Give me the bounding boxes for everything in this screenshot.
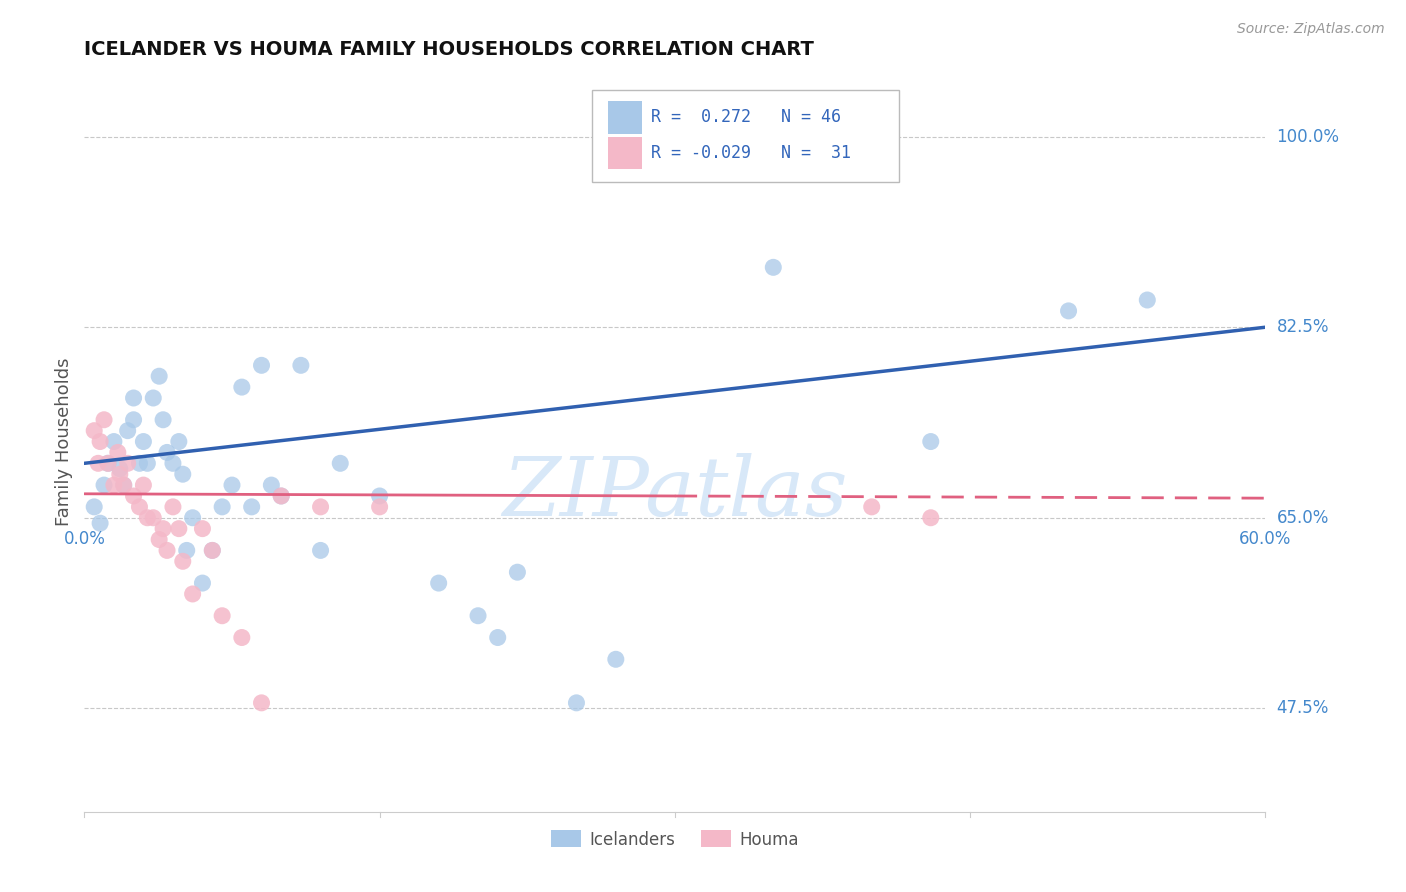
Point	[191, 576, 214, 591]
Point	[673, 152, 696, 166]
Point	[87, 456, 110, 470]
Point	[920, 434, 942, 449]
Point	[162, 456, 184, 470]
Point	[309, 543, 332, 558]
Point	[97, 456, 120, 470]
Point	[117, 456, 139, 470]
Point	[97, 456, 120, 470]
Point	[250, 696, 273, 710]
Text: R =  0.272   N = 46: R = 0.272 N = 46	[651, 108, 841, 127]
Point	[211, 500, 233, 514]
FancyBboxPatch shape	[607, 101, 641, 134]
Point	[156, 543, 179, 558]
Point	[762, 260, 785, 275]
Point	[122, 391, 145, 405]
Point	[152, 522, 174, 536]
Point	[162, 500, 184, 514]
Text: 82.5%: 82.5%	[1277, 318, 1329, 336]
Text: R = -0.029   N =  31: R = -0.029 N = 31	[651, 144, 851, 161]
Point	[172, 554, 194, 568]
Point	[136, 456, 159, 470]
Text: ZIPatlas: ZIPatlas	[502, 453, 848, 533]
Point	[152, 413, 174, 427]
Text: 65.0%: 65.0%	[1277, 508, 1329, 527]
Point	[201, 543, 224, 558]
Point	[250, 359, 273, 373]
Point	[920, 510, 942, 524]
Text: ICELANDER VS HOUMA FAMILY HOUSEHOLDS CORRELATION CHART: ICELANDER VS HOUMA FAMILY HOUSEHOLDS COR…	[84, 39, 814, 59]
Point	[89, 434, 111, 449]
Point	[605, 652, 627, 666]
Point	[860, 500, 883, 514]
Point	[565, 696, 588, 710]
Point	[93, 413, 115, 427]
Point	[142, 510, 165, 524]
Point	[231, 631, 253, 645]
Point	[467, 608, 489, 623]
Point	[201, 543, 224, 558]
Point	[211, 608, 233, 623]
Text: Source: ZipAtlas.com: Source: ZipAtlas.com	[1237, 22, 1385, 37]
Text: 47.5%: 47.5%	[1277, 699, 1329, 717]
Point	[260, 478, 283, 492]
Point	[181, 510, 204, 524]
Point	[167, 522, 190, 536]
Point	[122, 489, 145, 503]
Point	[240, 500, 263, 514]
Point	[167, 434, 190, 449]
Point	[191, 522, 214, 536]
Point	[83, 424, 105, 438]
Point	[309, 500, 332, 514]
Point	[231, 380, 253, 394]
Point	[117, 424, 139, 438]
Point	[329, 456, 352, 470]
Y-axis label: Family Households: Family Households	[55, 358, 73, 525]
Point	[181, 587, 204, 601]
FancyBboxPatch shape	[607, 136, 641, 169]
Point	[1136, 293, 1159, 307]
Point	[148, 533, 170, 547]
Point	[270, 489, 292, 503]
Point	[128, 456, 150, 470]
Point	[486, 631, 509, 645]
Point	[176, 543, 198, 558]
Text: 100.0%: 100.0%	[1277, 128, 1340, 145]
Point	[132, 434, 155, 449]
Text: 60.0%: 60.0%	[1239, 531, 1292, 549]
Point	[221, 478, 243, 492]
Point	[172, 467, 194, 482]
FancyBboxPatch shape	[592, 90, 900, 183]
Point	[368, 489, 391, 503]
Point	[368, 500, 391, 514]
Point	[112, 478, 135, 492]
Legend: Icelanders, Houma: Icelanders, Houma	[544, 823, 806, 855]
Point	[270, 489, 292, 503]
Point	[122, 413, 145, 427]
Point	[156, 445, 179, 459]
Point	[112, 478, 135, 492]
Point	[1057, 304, 1080, 318]
Point	[128, 500, 150, 514]
Point	[103, 478, 125, 492]
Text: 0.0%: 0.0%	[63, 531, 105, 549]
Point	[148, 369, 170, 384]
Point	[132, 478, 155, 492]
Point	[107, 445, 129, 459]
Point	[89, 516, 111, 531]
Point	[664, 162, 686, 177]
Point	[93, 478, 115, 492]
Point	[108, 462, 131, 476]
Point	[83, 500, 105, 514]
Point	[108, 467, 131, 482]
Point	[290, 359, 312, 373]
Point	[142, 391, 165, 405]
Point	[103, 434, 125, 449]
Point	[506, 565, 529, 579]
Point	[136, 510, 159, 524]
Point	[427, 576, 450, 591]
